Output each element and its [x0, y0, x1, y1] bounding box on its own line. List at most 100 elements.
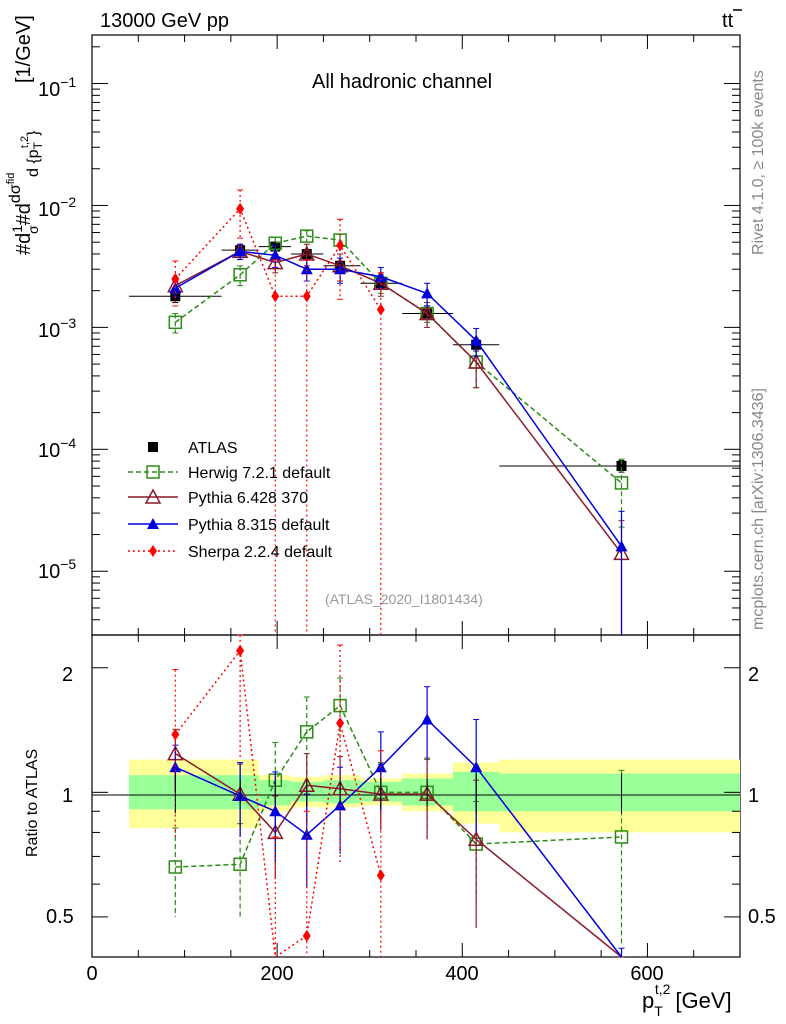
marker-herwig	[614, 476, 629, 490]
legend-label-sherpa: Sherpa 2.2.4 default	[188, 544, 333, 561]
y-tick-label-1e-1: 10−1	[38, 74, 76, 101]
process-label: tt	[722, 9, 742, 32]
collision-label: 13000 GeV pp	[100, 10, 229, 32]
ratio-tick-label-1-right: 1	[748, 785, 759, 807]
marker-pythia8	[615, 540, 628, 552]
series-pythia8	[169, 243, 628, 635]
ratio-tick-label-0-5-right: 0.5	[748, 906, 776, 928]
ratio-y-tick-labels: 2 1 0.5 2 1 0.5	[46, 664, 776, 928]
ratio-uncertainty-bands	[129, 759, 740, 833]
ratio-marker-sherpa	[171, 728, 180, 741]
x-tick-labels: 0 200 400 600	[86, 963, 663, 985]
ratio-y-axis-label: Ratio to ATLAS	[24, 749, 41, 857]
marker-atlas	[616, 460, 627, 471]
svg-text:tt: tt	[722, 10, 734, 32]
legend-label-herwig: Herwig 7.2.1 default	[188, 465, 331, 482]
ratio-marker-pythia8	[169, 761, 182, 773]
ratio-axis-ticks	[91, 635, 741, 957]
legend-label-pythia8: Pythia 8.315 default	[188, 517, 330, 534]
marker-pythia6	[418, 304, 436, 321]
marker-pythia6	[267, 253, 284, 270]
ratio-band-inner-8	[499, 773, 740, 812]
ratio-marker-herwig	[300, 725, 314, 739]
ratio-panel-series	[167, 634, 629, 959]
mcplots-reference-label: mcplots.cern.ch [arXiv:1306.3436]	[750, 388, 767, 630]
ratio-marker-pythia8	[470, 761, 483, 773]
ratio-marker-pythia8	[421, 713, 434, 725]
ratio-series-sherpa	[171, 634, 385, 959]
ratio-marker-pythia8	[300, 828, 313, 840]
ratio-band-inner-4	[323, 780, 361, 804]
ratio-marker-herwig	[233, 857, 247, 872]
series-sherpa	[171, 189, 385, 635]
legend-marker-atlas	[148, 442, 158, 452]
y-tick-label-1e-5: 10−5	[38, 556, 76, 583]
legend-label-pythia6: Pythia 6.428 370	[188, 490, 308, 507]
ratio-line-pythia8	[175, 718, 623, 958]
ratio-tick-label-0-5: 0.5	[46, 906, 74, 928]
ratio-marker-sherpa	[302, 929, 311, 942]
series-atlas	[129, 241, 740, 473]
marker-sherpa	[376, 303, 385, 316]
marker-herwig	[233, 268, 247, 282]
ratio-marker-pythia8	[269, 805, 282, 817]
ratio-marker-pythia8	[334, 799, 347, 811]
main-y-axis-label: #d1σ#ddσfid d {pTt,2} [1/GeV]	[5, 15, 45, 255]
ratio-series-atlas	[174, 773, 623, 814]
marker-herwig	[168, 315, 183, 330]
main-axis-ticks	[91, 35, 741, 636]
legend: ATLAS Herwig 7.2.1 default Pythia 6.428 …	[128, 440, 333, 561]
analysis-id-label: (ATLAS_2020_I1801434)	[325, 591, 483, 607]
marker-sherpa	[302, 290, 311, 303]
main-y-tick-labels: 10−1 10−2 10−3 10−4 10−5	[38, 74, 76, 583]
process-label-t: t	[722, 10, 728, 32]
marker-sherpa	[336, 239, 345, 252]
legend-marker-pythia8	[147, 518, 159, 529]
legend-marker-herwig	[146, 465, 160, 479]
marker-sherpa	[236, 202, 245, 215]
marker-sherpa	[271, 290, 280, 303]
legend-label-atlas: ATLAS	[188, 440, 238, 457]
marker-sherpa	[171, 272, 180, 285]
legend-marker-pythia6	[144, 488, 162, 504]
process-label-tbar: t	[728, 10, 734, 32]
marker-pythia8	[269, 249, 282, 261]
ratio-tick-label-2-right: 2	[748, 664, 759, 686]
x-tick-label-200: 200	[260, 963, 293, 985]
x-tick-label-600: 600	[630, 963, 663, 985]
x-axis-label: pTt,2 [GeV]	[642, 981, 732, 1019]
series-line-sherpa	[174, 207, 382, 310]
marker-pythia8	[300, 263, 313, 275]
marker-pythia8	[421, 287, 434, 299]
marker-pythia8	[374, 270, 387, 282]
marker-herwig	[300, 229, 314, 243]
y-tick-label-1e-2: 10−2	[38, 194, 76, 221]
svg-text:#d1σ#ddσfid: #d1σ#ddσfid	[5, 173, 41, 255]
ratio-tick-label-1: 1	[62, 785, 73, 807]
svg-text:[1/GeV]: [1/GeV]	[13, 15, 35, 83]
x-tick-label-0: 0	[86, 963, 97, 985]
ratio-marker-herwig	[614, 830, 629, 844]
svg-text:d {pTt,2}: d {pTt,2}	[19, 130, 45, 177]
series-herwig	[168, 229, 629, 528]
x-tick-label-400: 400	[445, 963, 478, 985]
series-line-pythia6	[174, 250, 623, 554]
y-tick-label-1e-4: 10−4	[38, 435, 76, 462]
series-line-herwig	[174, 235, 622, 484]
ratio-marker-sherpa	[336, 717, 345, 730]
marker-pythia8	[234, 245, 247, 257]
marker-pythia6	[467, 353, 485, 369]
y-tick-label-1e-3: 10−3	[38, 315, 76, 342]
rivet-version-label: Rivet 4.1.0, ≥ 100k events	[750, 70, 767, 255]
ratio-marker-sherpa	[376, 869, 385, 882]
marker-pythia8	[470, 334, 483, 346]
ratio-marker-sherpa	[236, 644, 245, 657]
ratio-marker-pythia6	[467, 830, 485, 847]
ratio-marker-herwig	[168, 860, 183, 874]
main-panel-series	[129, 189, 740, 635]
channel-title: All hadronic channel	[312, 71, 492, 93]
ratio-tick-label-2: 2	[62, 664, 73, 686]
marker-pythia8	[334, 263, 347, 275]
legend-marker-sherpa	[149, 545, 157, 557]
